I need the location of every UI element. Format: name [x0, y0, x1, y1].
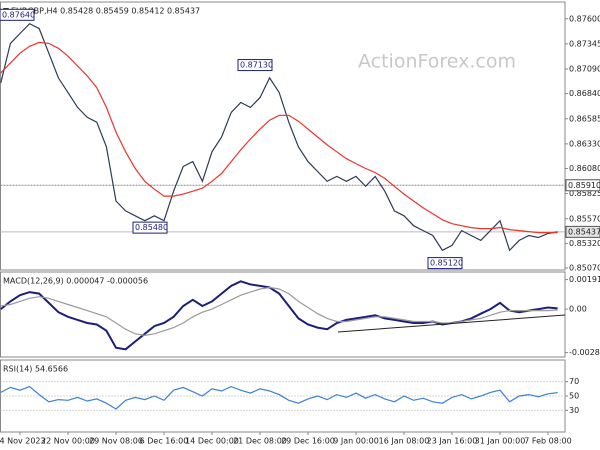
x-tick-label: 23 Jan 16:00 [427, 437, 478, 446]
price-marker [565, 179, 600, 192]
y-tick-label: -0.002816 [569, 348, 600, 357]
x-tick-label: 16 Jan 08:00 [379, 437, 430, 446]
series-line [0, 280, 558, 351]
y-tick-label: 0.85320 [569, 239, 600, 248]
panel-frame [0, 1, 566, 271]
series-line [0, 41, 558, 234]
x-tick-label: 14 Nov 2023 [0, 437, 46, 446]
panel-title: MACD(12,26,9) 0.000047 -0.000056 [3, 277, 148, 286]
watermark: ActionForex.com [358, 51, 516, 73]
annotation-label: 0.87130 [240, 61, 273, 70]
series-line [0, 385, 558, 410]
y-tick-label: 30 [569, 406, 579, 415]
series-line [0, 22, 558, 252]
y-tick-label: 0.85070 [569, 264, 600, 273]
annotation-label: 0.85120 [430, 259, 463, 268]
annotation-box [132, 221, 168, 234]
y-tick-label: 0.86585 [569, 114, 600, 123]
panel-frame [0, 271, 566, 358]
annotation-label: 0.87640 [2, 10, 35, 19]
x-tick-label: 29 Nov 08:00 [89, 437, 143, 446]
x-tick-label: 31 Jan 00:00 [475, 437, 526, 446]
x-tick-label: 9 Jan 00:00 [333, 437, 379, 446]
y-tick-label: 0.00 [569, 305, 587, 314]
y-tick-label: 0.87090 [569, 65, 600, 74]
y-tick-label: 50 [569, 392, 579, 401]
x-tick-label: 6 Dec 16:00 [140, 437, 189, 446]
price-marker-label: 0.85910 [568, 181, 600, 190]
y-tick-label: 0.87345 [569, 39, 600, 48]
annotation-box [237, 59, 273, 72]
panel-title: RSI(14) 54.6566 [3, 365, 68, 374]
x-tick-label: 21 Dec 08:00 [233, 437, 287, 446]
annotation-box [427, 257, 463, 270]
x-tick-label: 14 Dec 00:00 [185, 437, 239, 446]
y-tick-label: 0.86080 [569, 164, 600, 173]
price-marker-label: 0.85437 [568, 227, 600, 236]
annotation-label: 0.85480 [135, 223, 168, 232]
y-tick-label: 0.85570 [569, 214, 600, 223]
annotation-box [0, 8, 35, 21]
y-tick-label: 0.86330 [569, 139, 600, 148]
y-tick-label: 0.85825 [569, 189, 600, 198]
series-line [0, 286, 558, 337]
y-tick-label: 0.001911 [569, 275, 600, 284]
y-tick-label: 0.86840 [569, 89, 600, 98]
y-tick-label: 0.87600 [569, 14, 600, 23]
x-tick-label: 29 Dec 16:00 [281, 437, 335, 446]
y-tick-label: 70 [569, 377, 579, 386]
x-tick-label: 7 Feb 08:00 [524, 437, 571, 446]
x-tick-label: 22 Nov 00:00 [41, 437, 95, 446]
trend-line [337, 314, 566, 333]
price-marker [565, 225, 600, 238]
panel-title: EURGBP,H4 0.85428 0.85459 0.85412 0.8543… [11, 7, 200, 16]
